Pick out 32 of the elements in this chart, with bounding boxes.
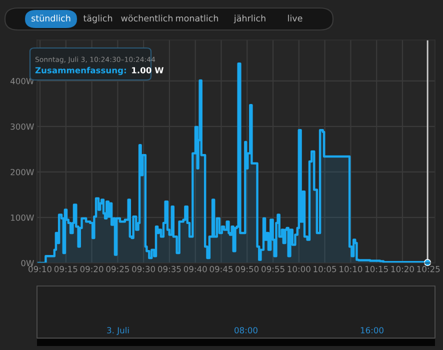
annotation: 1.00 W [132, 67, 164, 74]
x-tick-label: 10:15 [365, 266, 388, 272]
text: täglich [83, 14, 112, 24]
y-tick-label: 400W [10, 78, 34, 84]
x-tick-label: 10:00 [288, 266, 310, 272]
x-tick-label: 09:10 [28, 266, 52, 272]
x-tick-label: 09:55 [262, 266, 284, 272]
x-tick-label: 09:15 [54, 266, 78, 272]
x-tick-label: 09:40 [184, 266, 207, 272]
x-tick-label: 09:35 [158, 266, 181, 272]
text: jährlich [234, 14, 266, 24]
x-tick-label: 09:50 [236, 266, 259, 272]
annotation: Zusammenfassung: [35, 66, 126, 76]
x-tick-label: 09:30 [132, 266, 156, 272]
text: monatlich [176, 14, 218, 22]
text: live [288, 14, 302, 22]
text: 08:00 [234, 327, 258, 334]
x-tick-label: 09:25 [106, 266, 129, 272]
x-tick-label: 09:20 [80, 266, 104, 272]
x-tick-label: 09:45 [210, 266, 233, 272]
y-tick-label: 200W [10, 168, 34, 176]
text: wöchentlich [121, 14, 172, 22]
x-tick-label: 10:05 [314, 266, 336, 272]
x-tick-label: 10:10 [340, 266, 362, 272]
y-tick-label: 100W [10, 214, 34, 221]
text: 16:00 [360, 327, 384, 334]
x-tick-label: 10:25 [417, 266, 440, 272]
y-tick-label: 0W [21, 260, 34, 266]
text: stündlich [32, 14, 70, 22]
y-tick-label: 300W [10, 123, 34, 130]
x-tick-label: 10:20 [391, 266, 414, 272]
text: 3. Juli [107, 326, 129, 335]
